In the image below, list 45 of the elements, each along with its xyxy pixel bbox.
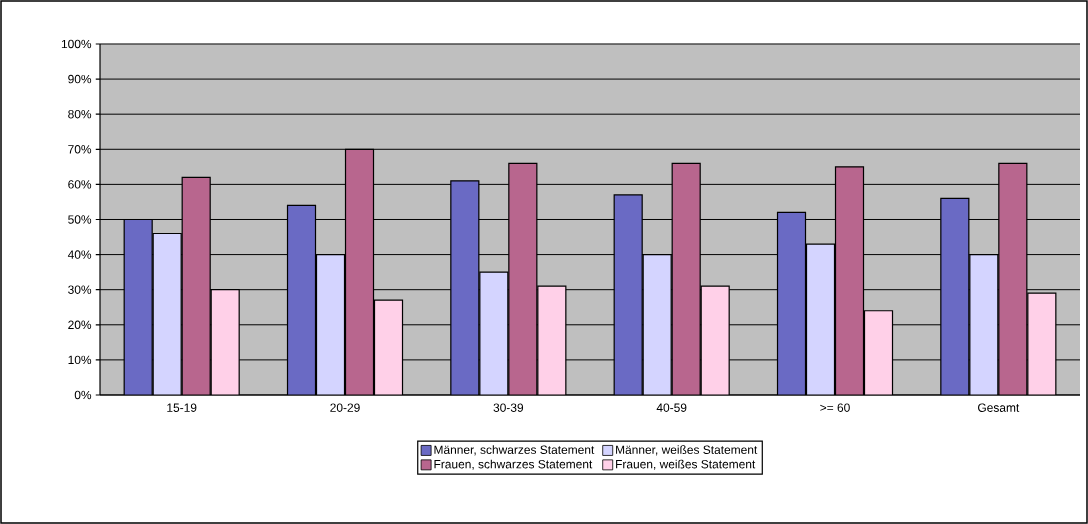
bar: [508, 162, 538, 395]
y-tick-label: 30%: [68, 285, 92, 294]
bar: [315, 253, 346, 395]
bar: [344, 148, 375, 395]
legend-label: Frauen, schwarzes Statement: [434, 459, 593, 470]
bar: [998, 162, 1028, 395]
bar: [940, 197, 970, 395]
y-tick-label: 50%: [68, 215, 92, 224]
bar: [863, 310, 894, 395]
bar: [479, 271, 509, 395]
y-tick-label: 60%: [68, 180, 92, 189]
bar: [700, 285, 730, 395]
bar: [537, 285, 567, 395]
bar: [450, 180, 480, 395]
legend-label: Frauen, weißes Statement: [616, 459, 756, 470]
bar: [123, 218, 153, 395]
bar: [805, 243, 836, 395]
x-tick-label: 20-29: [330, 403, 360, 412]
bar: [373, 299, 404, 395]
y-tick-label: 80%: [68, 109, 92, 119]
bar: [1027, 292, 1057, 395]
bar: [776, 211, 807, 395]
x-tick-label: Gesamt: [978, 403, 1020, 412]
bar: [286, 204, 317, 395]
y-tick-label: 90%: [68, 74, 92, 84]
x-tick-label: >= 60: [820, 403, 850, 412]
bar: [671, 162, 701, 395]
bar: [969, 253, 999, 395]
bar: [642, 253, 672, 395]
x-tick-label: 30-39: [493, 403, 524, 412]
bar: [613, 194, 643, 395]
y-tick-label: 20%: [68, 320, 92, 330]
y-tick-label: 100%: [61, 39, 92, 49]
y-tick-label: 10%: [68, 355, 92, 365]
legend-label: Männer, schwarzes Statement: [434, 445, 595, 456]
legend-label: Männer, weißes Statement: [616, 445, 758, 456]
y-tick-label: 70%: [68, 145, 92, 154]
bar: [834, 166, 865, 395]
bar: [152, 232, 182, 395]
y-tick-label: 0%: [74, 390, 92, 400]
bar: [210, 289, 240, 395]
x-tick-label: 40-59: [656, 403, 687, 412]
x-tick-label: 15-19: [167, 403, 197, 412]
y-tick-label: 40%: [67, 250, 92, 259]
bar: [181, 176, 211, 395]
